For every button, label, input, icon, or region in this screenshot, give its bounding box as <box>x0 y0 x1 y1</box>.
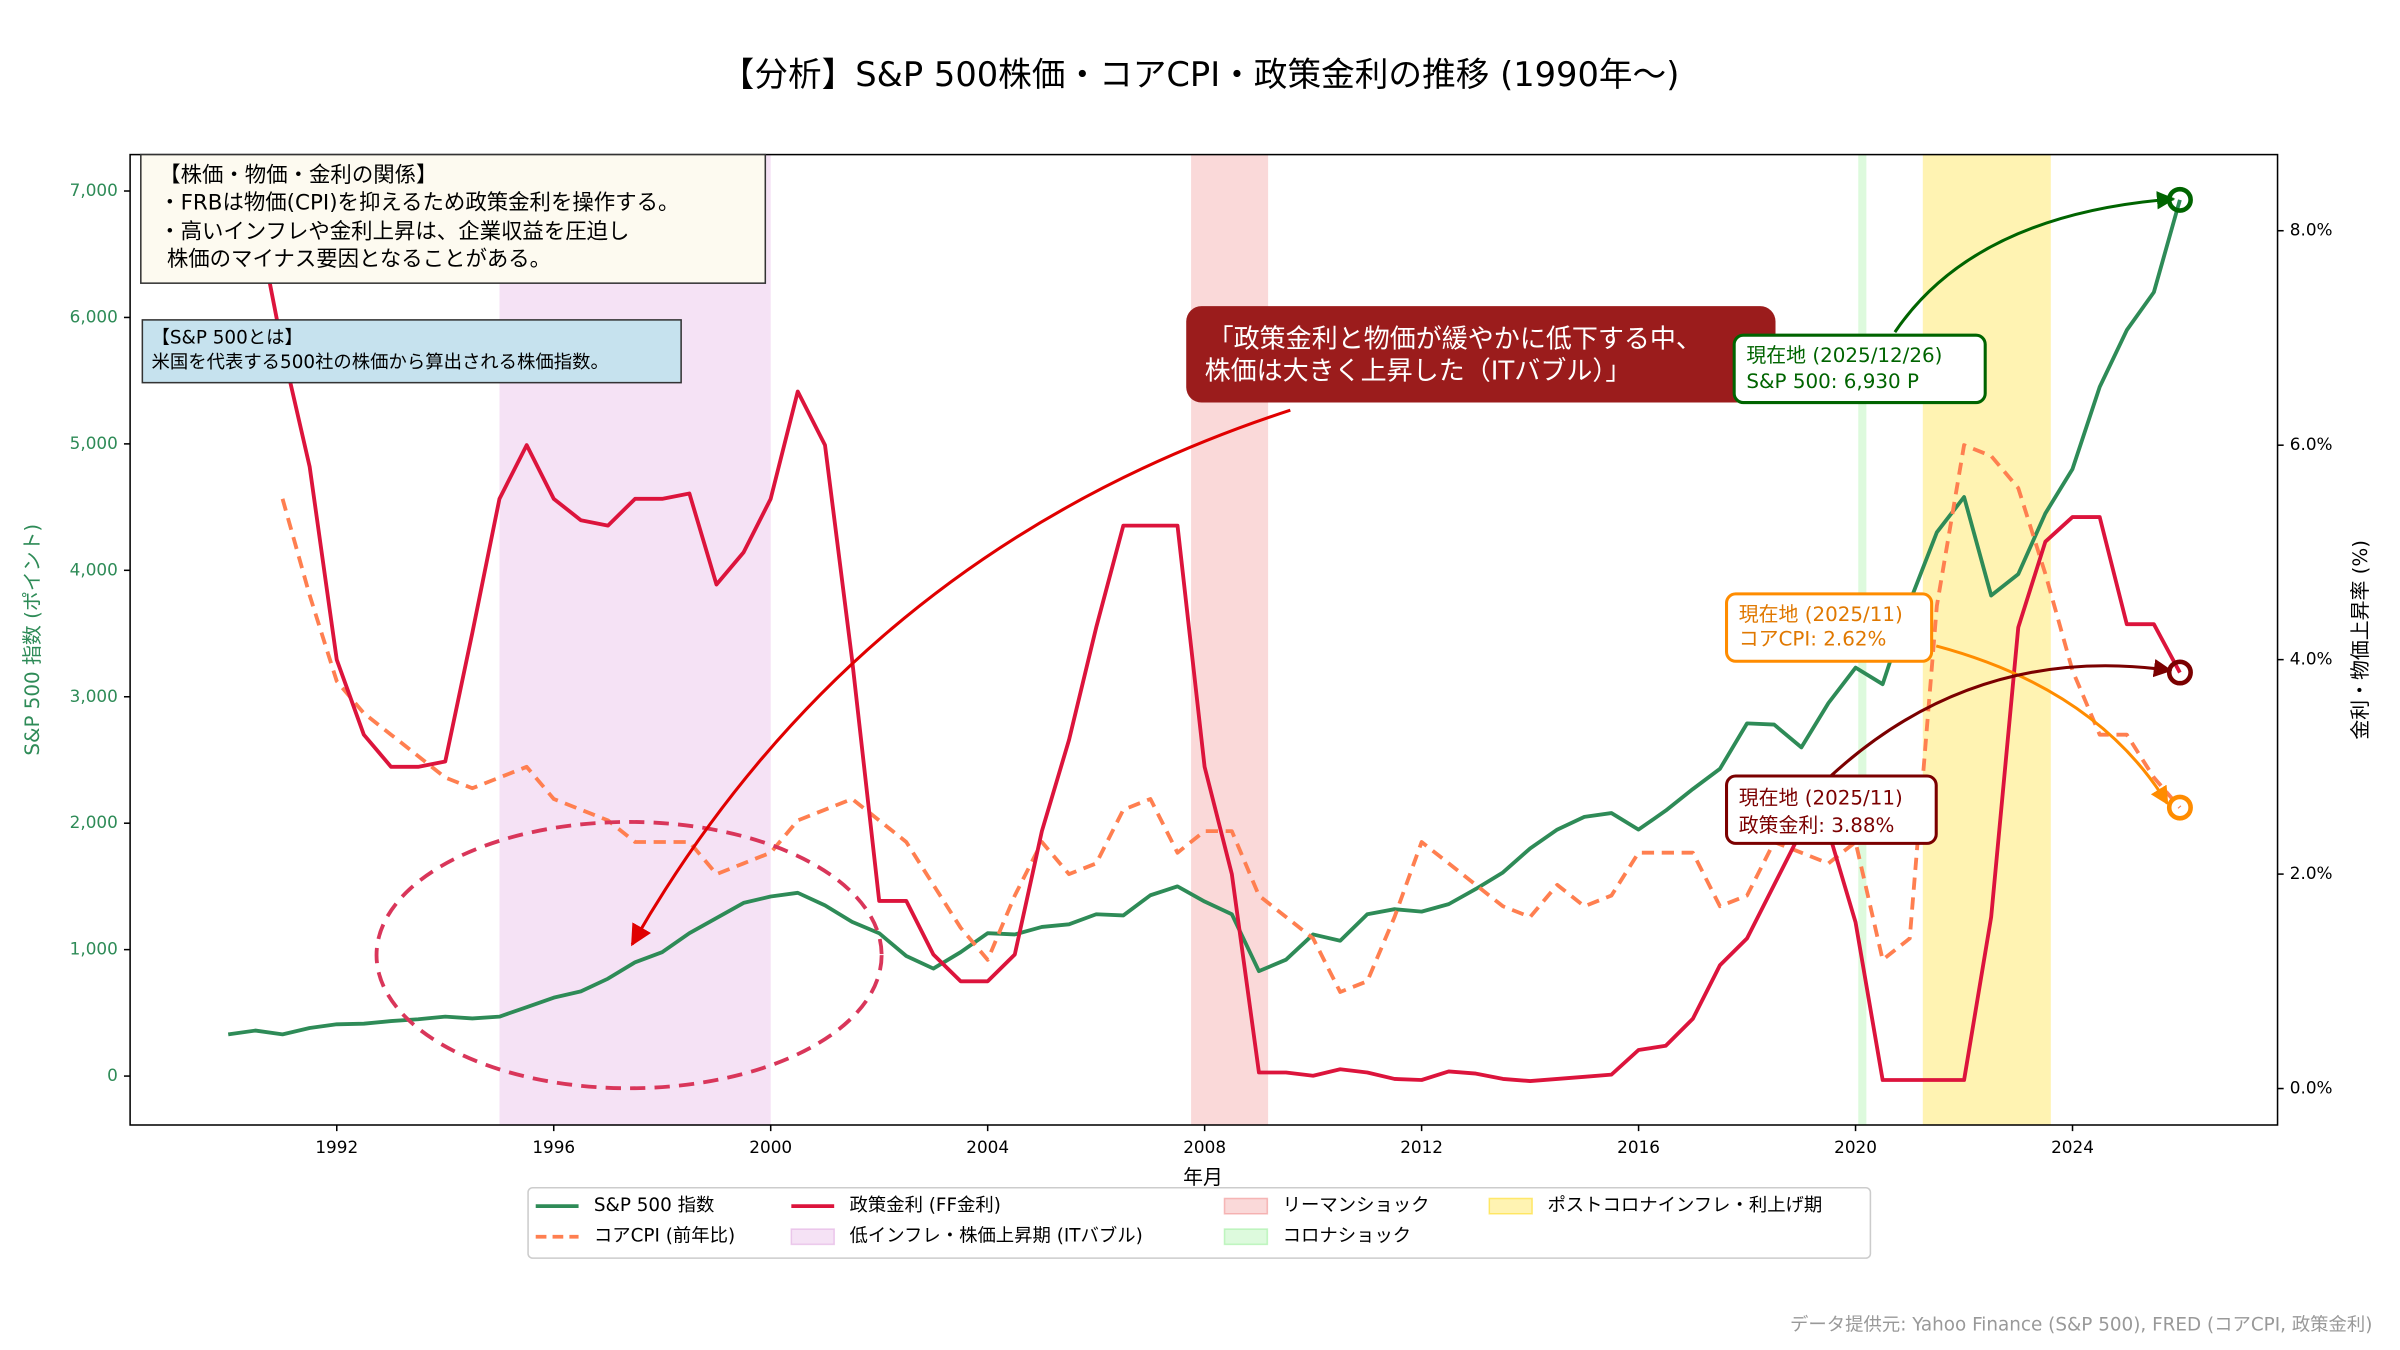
box-text: 政策金利: 3.88% <box>1739 814 1895 837</box>
x-tick-label: 2000 <box>749 1137 792 1157</box>
box <box>141 319 682 384</box>
y2-tick-label: 4.0% <box>2290 649 2333 669</box>
y-tick-label: 7,000 <box>70 180 118 200</box>
y-tick-label: 1,000 <box>70 939 118 959</box>
y2-axis-label: 金利・物価上昇率 (%) <box>2349 540 2372 740</box>
y-tick-label: 4,000 <box>70 559 118 579</box>
plot-frame <box>129 153 2279 1126</box>
x-tick-label: 2008 <box>1183 1137 1226 1157</box>
callout-arrow <box>630 408 1291 947</box>
shaded-period <box>1922 154 2051 1125</box>
sp500-now: 現在地 (2025/12/26) S&P 500: 6,930 P <box>1732 333 1987 405</box>
box-text: コアCPI: 2.62% <box>1739 627 1887 650</box>
ff-now: 現在地 (2025/11) 政策金利: 3.88% <box>1724 774 1938 845</box>
box-text: 現在地 (2025/11) <box>1739 603 1903 626</box>
series-line <box>227 199 2182 1037</box>
box <box>1732 333 1987 405</box>
box-text: 現在地 (2025/11) <box>1739 786 1903 809</box>
ff-arrow <box>1828 659 2173 779</box>
legend-label: コアCPI (前年比) <box>594 1226 735 1247</box>
x-tick-label: 2012 <box>1400 1137 1443 1157</box>
y-tick-label: 2,000 <box>70 812 118 832</box>
y2-tick-label: 0.0% <box>2290 1078 2333 1098</box>
y2-tick-label: 2.0% <box>2290 863 2333 883</box>
x-tick-label: 1996 <box>532 1137 575 1157</box>
sp500-arrow <box>1893 191 2176 334</box>
y-tick-label: 5,000 <box>70 433 118 453</box>
current-point <box>2166 794 2193 821</box>
legend-swatch <box>1223 1228 1269 1246</box>
callout-text: 「政策金利と物価が緩やかに低下する中、 <box>1208 324 1702 354</box>
box-text: S&P 500: 6,930 P <box>1746 370 1919 393</box>
box <box>1725 592 1934 663</box>
cpi-arrow <box>1935 644 2169 806</box>
y2-tick-label: 8.0% <box>2290 220 2333 240</box>
x-tick-label: 2016 <box>1617 1137 1660 1157</box>
legend-label: ポストコロナインフレ・利上げ期 <box>1547 1195 1822 1216</box>
legend-swatch <box>1223 1197 1269 1215</box>
box-text: 【株価・物価・金利の関係】 <box>159 163 437 188</box>
relationship-box: 【株価・物価・金利の関係】 ・FRBは物価(CPI)を抑えるため政策金利を操作す… <box>140 153 767 284</box>
legend-label: S&P 500 指数 <box>594 1195 714 1216</box>
box-text: ・高いインフレや金利上昇は、企業収益を圧迫し <box>159 220 629 245</box>
y-tick-label: 3,000 <box>70 686 118 706</box>
x-axis-label: 年月 <box>1183 1166 1223 1189</box>
x-tick-label: 1992 <box>315 1137 358 1157</box>
shaded-period <box>499 154 771 1125</box>
legend-label: コロナショック <box>1283 1226 1412 1247</box>
box-text: 米国を代表する500社の株価から算出される株価指数。 <box>152 352 609 373</box>
legend-label: 低インフレ・株価上昇期 (ITバブル) <box>849 1225 1142 1247</box>
sp500-box: 【S&P 500とは】 米国を代表する500社の株価から算出される株価指数。 <box>141 319 682 384</box>
callout-box <box>1186 306 1776 403</box>
legend-swatch <box>790 1228 835 1246</box>
shaded-period <box>1191 154 1269 1125</box>
box <box>1724 774 1938 845</box>
source-note: データ提供元: Yahoo Finance (S&P 500), FRED (コ… <box>1790 1315 2372 1336</box>
box-text: 【S&P 500とは】 <box>152 327 303 348</box>
callout: 「政策金利と物価が緩やかに低下する中、 株価は大きく上昇した（ITバブル）」 <box>1186 306 1776 403</box>
chart-title: 【分析】S&P 500株価・コアCPI・政策金利の推移 (1990年〜) <box>721 55 1680 94</box>
y-tick-label: 6,000 <box>70 306 118 326</box>
x-tick-label: 2024 <box>2051 1137 2094 1157</box>
y2-tick-label: 6.0% <box>2290 434 2333 454</box>
x-tick-label: 2004 <box>966 1137 1009 1157</box>
box <box>140 153 767 284</box>
box-text: 現在地 (2025/12/26) <box>1746 344 1942 367</box>
box-text: ・FRBは物価(CPI)を抑えるため政策金利を操作する。 <box>159 191 679 216</box>
callout-text: 株価は大きく上昇した（ITバブル）」 <box>1205 356 1632 386</box>
legend-box <box>527 1186 1872 1259</box>
y-tick-label: 0 <box>107 1065 118 1085</box>
y-axis-label: S&P 500 指数 (ポイント) <box>21 524 44 756</box>
legend-swatch <box>1488 1197 1533 1215</box>
x-tick-label: 2020 <box>1834 1137 1877 1157</box>
highlight-ellipse <box>374 820 884 1091</box>
cpi-now: 現在地 (2025/11) コアCPI: 2.62% <box>1725 592 1934 663</box>
box-text: 株価のマイナス要因となることがある。 <box>167 247 551 272</box>
legend-label: リーマンショック <box>1283 1195 1430 1216</box>
series-line <box>280 443 2182 994</box>
legend-label: 政策金利 (FF金利) <box>849 1195 1000 1216</box>
series-line <box>227 202 2182 1083</box>
